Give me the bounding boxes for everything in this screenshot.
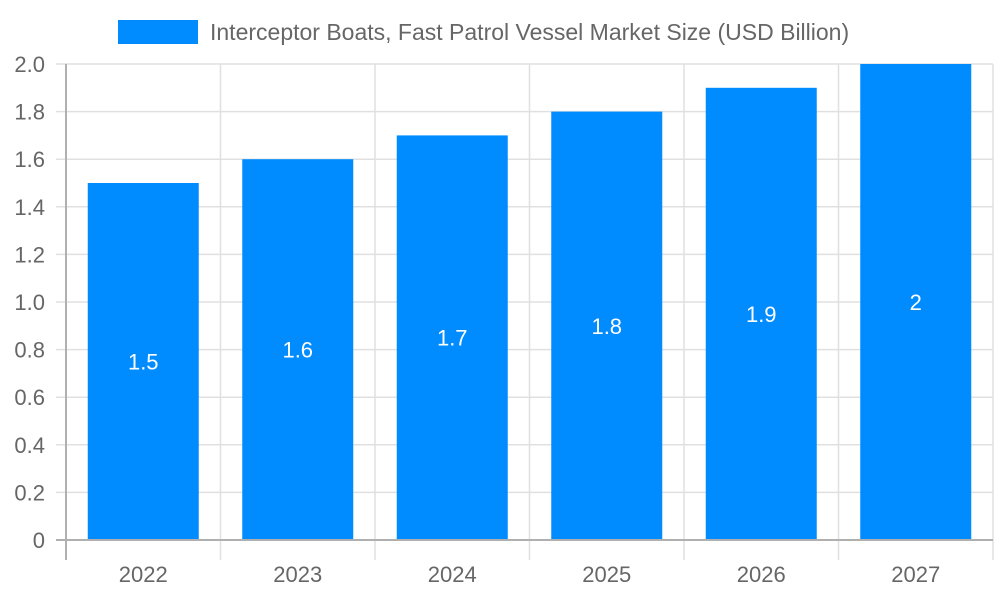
bar-2026[interactable] [705, 87, 817, 541]
y-tick-label: 0 [33, 528, 45, 553]
x-tick-label: 2027 [891, 562, 940, 587]
y-tick-label: 1.6 [14, 147, 45, 172]
data-label: 2 [910, 290, 922, 315]
legend-label: Interceptor Boats, Fast Patrol Vessel Ma… [210, 19, 850, 45]
bars [87, 64, 972, 541]
data-label: 1.9 [746, 302, 777, 327]
bar-2027[interactable] [860, 64, 972, 540]
y-tick-label: 0.4 [14, 433, 45, 458]
legend-swatch [118, 20, 198, 44]
axes [56, 64, 993, 560]
data-label: 1.5 [128, 350, 159, 375]
bar-2025[interactable] [551, 111, 663, 540]
y-tick-label: 0.6 [14, 385, 45, 410]
bar-2022[interactable] [87, 183, 199, 540]
x-tick-label: 2024 [428, 562, 477, 587]
y-tick-label: 0.8 [14, 338, 45, 363]
y-tick-label: 2.0 [14, 52, 45, 77]
data-label: 1.6 [282, 338, 313, 363]
y-tick-label: 1.4 [14, 195, 45, 220]
y-tick-label: 1.8 [14, 100, 45, 125]
data-label: 1.7 [437, 326, 468, 351]
data-labels: 1.5 1.6 1.7 1.8 1.9 2 [128, 290, 922, 375]
x-tick-label: 2022 [119, 562, 168, 587]
x-tick-label: 2026 [737, 562, 786, 587]
x-axis-labels: 2022 2023 2024 2025 2026 2027 [119, 562, 940, 587]
bar-2024[interactable] [396, 135, 508, 540]
y-tick-label: 1.0 [14, 290, 45, 315]
x-tick-label: 2023 [273, 562, 322, 587]
chart-legend[interactable]: Interceptor Boats, Fast Patrol Vessel Ma… [0, 18, 1000, 46]
y-tick-label: 0.2 [14, 480, 45, 505]
data-label: 1.8 [591, 314, 622, 339]
x-tick-label: 2025 [582, 562, 631, 587]
bar-2023[interactable] [242, 159, 354, 540]
y-tick-label: 1.2 [14, 242, 45, 267]
y-axis-labels: 0 0.2 0.4 0.6 0.8 1.0 1.2 1.4 1.6 1.8 2.0 [14, 52, 45, 553]
